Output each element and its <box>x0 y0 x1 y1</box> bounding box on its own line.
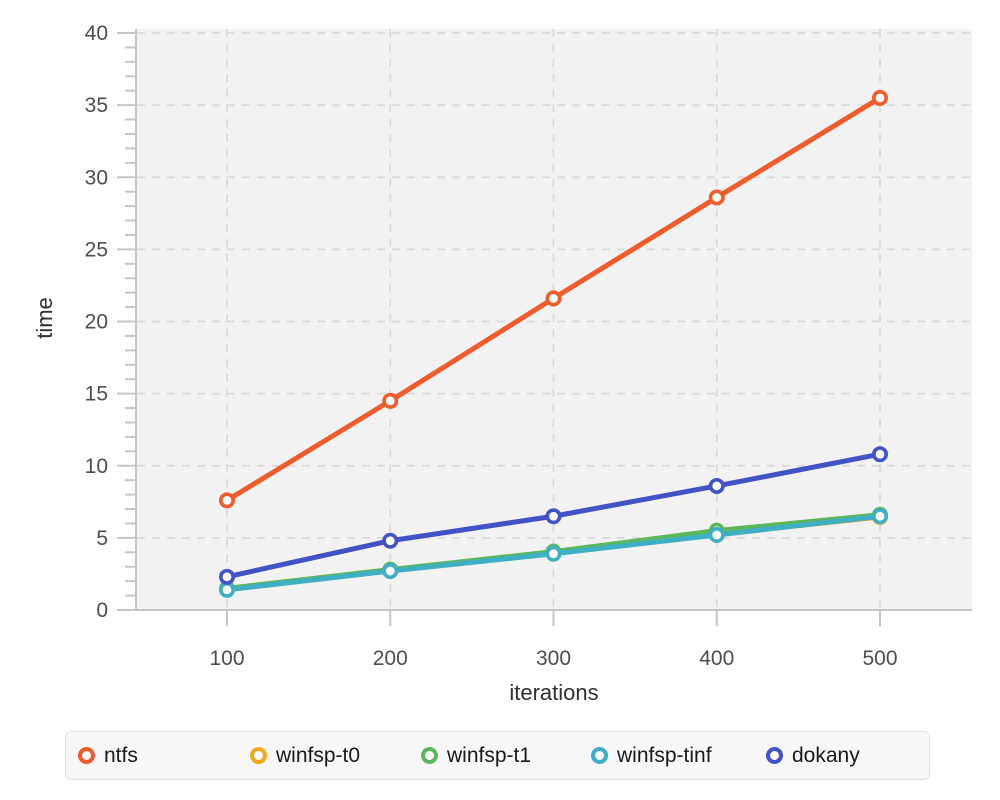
y-tick-label: 30 <box>85 166 108 189</box>
data-point-ntfs <box>708 189 725 206</box>
data-point-winfsp-tinf <box>545 545 562 562</box>
data-point-ntfs <box>219 492 236 509</box>
x-tick-label: 500 <box>862 647 897 670</box>
legend-label-winfsp-t0: winfsp-t0 <box>276 743 361 767</box>
data-point-ntfs <box>871 89 888 106</box>
x-axis-title: iterations <box>509 680 598 705</box>
legend-item-winfsp-t0[interactable]: winfsp-t0 <box>250 732 360 779</box>
legend-label-ntfs: ntfs <box>104 743 138 767</box>
y-tick-label: 35 <box>85 94 108 117</box>
x-tick-label: 300 <box>536 647 571 670</box>
data-point-winfsp-tinf <box>219 581 236 598</box>
data-point-winfsp-tinf <box>871 508 888 525</box>
legend-marker-winfsp-t0-icon <box>250 747 267 764</box>
x-tick-label: 100 <box>209 647 244 670</box>
legend-label-winfsp-tinf: winfsp-tinf <box>617 743 712 767</box>
legend-marker-winfsp-tinf-icon <box>591 747 608 764</box>
y-tick-label: 10 <box>85 455 108 478</box>
legend-item-winfsp-tinf[interactable]: winfsp-tinf <box>591 732 712 779</box>
y-tick-label: 15 <box>85 383 108 406</box>
data-point-dokany <box>545 508 562 525</box>
x-tick-label: 400 <box>699 647 734 670</box>
legend-marker-dokany-icon <box>766 747 783 764</box>
line-chart-canvas: 0 5 10 15 20 25 30 35 40 100 200 300 400 500 time ite… <box>32 22 972 705</box>
data-point-dokany <box>871 446 888 463</box>
legend: ntfs winfsp-t0 winfsp-t1 winfsp-tinf dok… <box>65 731 930 780</box>
y-tick-label: 40 <box>85 22 108 45</box>
legend-marker-ntfs-icon <box>78 747 95 764</box>
data-point-winfsp-tinf <box>708 526 725 543</box>
data-point-dokany <box>382 532 399 549</box>
legend-item-winfsp-t1[interactable]: winfsp-t1 <box>421 732 531 779</box>
data-point-dokany <box>708 477 725 494</box>
legend-marker-winfsp-t1-icon <box>421 747 438 764</box>
legend-item-dokany[interactable]: dokany <box>766 732 860 779</box>
y-tick-label: 0 <box>96 599 108 622</box>
series-layer <box>219 89 888 598</box>
y-tick-label: 20 <box>85 311 108 334</box>
data-point-ntfs <box>382 392 399 409</box>
legend-item-ntfs[interactable]: ntfs <box>78 732 138 779</box>
axis-layer: 0 5 10 15 20 25 30 35 40 100 200 300 400 500 <box>85 22 972 670</box>
x-tick-label: 200 <box>373 647 408 670</box>
y-tick-label: 5 <box>96 527 108 550</box>
data-point-ntfs <box>545 290 562 307</box>
legend-label-dokany: dokany <box>792 743 860 767</box>
y-axis-title: time <box>32 297 57 339</box>
y-tick-label: 25 <box>85 238 108 261</box>
legend-label-winfsp-t1: winfsp-t1 <box>447 743 532 767</box>
data-point-dokany <box>219 568 236 585</box>
data-point-winfsp-tinf <box>382 563 399 580</box>
